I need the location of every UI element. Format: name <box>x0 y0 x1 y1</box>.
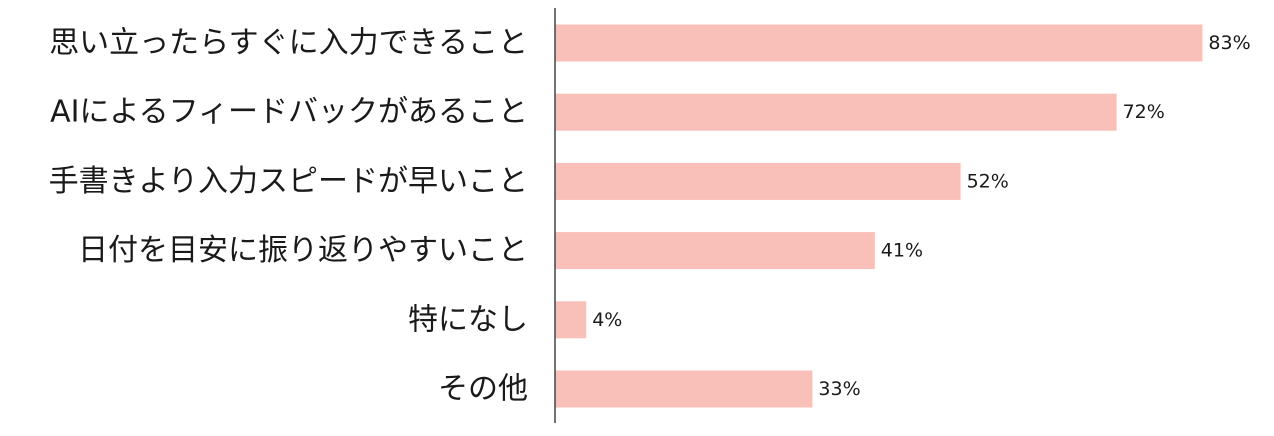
category-label-5: その他 <box>438 372 528 407</box>
bar-4 <box>555 301 587 339</box>
bars-layer <box>555 24 1203 408</box>
bar-3 <box>555 232 875 270</box>
value-label-1: 72% <box>1123 101 1165 123</box>
value-label-5: 33% <box>818 378 860 400</box>
category-label-4: 特になし <box>408 302 528 337</box>
value-label-0: 83% <box>1208 32 1250 54</box>
category-label-0: 思い立ったらすぐに入力できること <box>49 26 528 61</box>
bar-2 <box>555 162 961 200</box>
value-label-3: 41% <box>881 240 923 262</box>
category-label-1: AIによるフィードバックがあること <box>50 95 528 130</box>
bar-5 <box>555 370 813 408</box>
bar-1 <box>555 93 1117 131</box>
category-label-2: 手書きより入力スピードが早いこと <box>49 164 528 199</box>
bar-0 <box>555 24 1203 62</box>
category-label-3: 日付を目安に振り返りやすいこと <box>78 233 528 268</box>
value-label-2: 52% <box>967 170 1009 192</box>
value-label-4: 4% <box>592 309 622 331</box>
value-labels: 83% 72% 52% 41% 4% 33% <box>592 32 1250 400</box>
category-labels: 思い立ったらすぐに入力できること AIによるフィードバックがあること手書きより入力… <box>49 26 528 407</box>
